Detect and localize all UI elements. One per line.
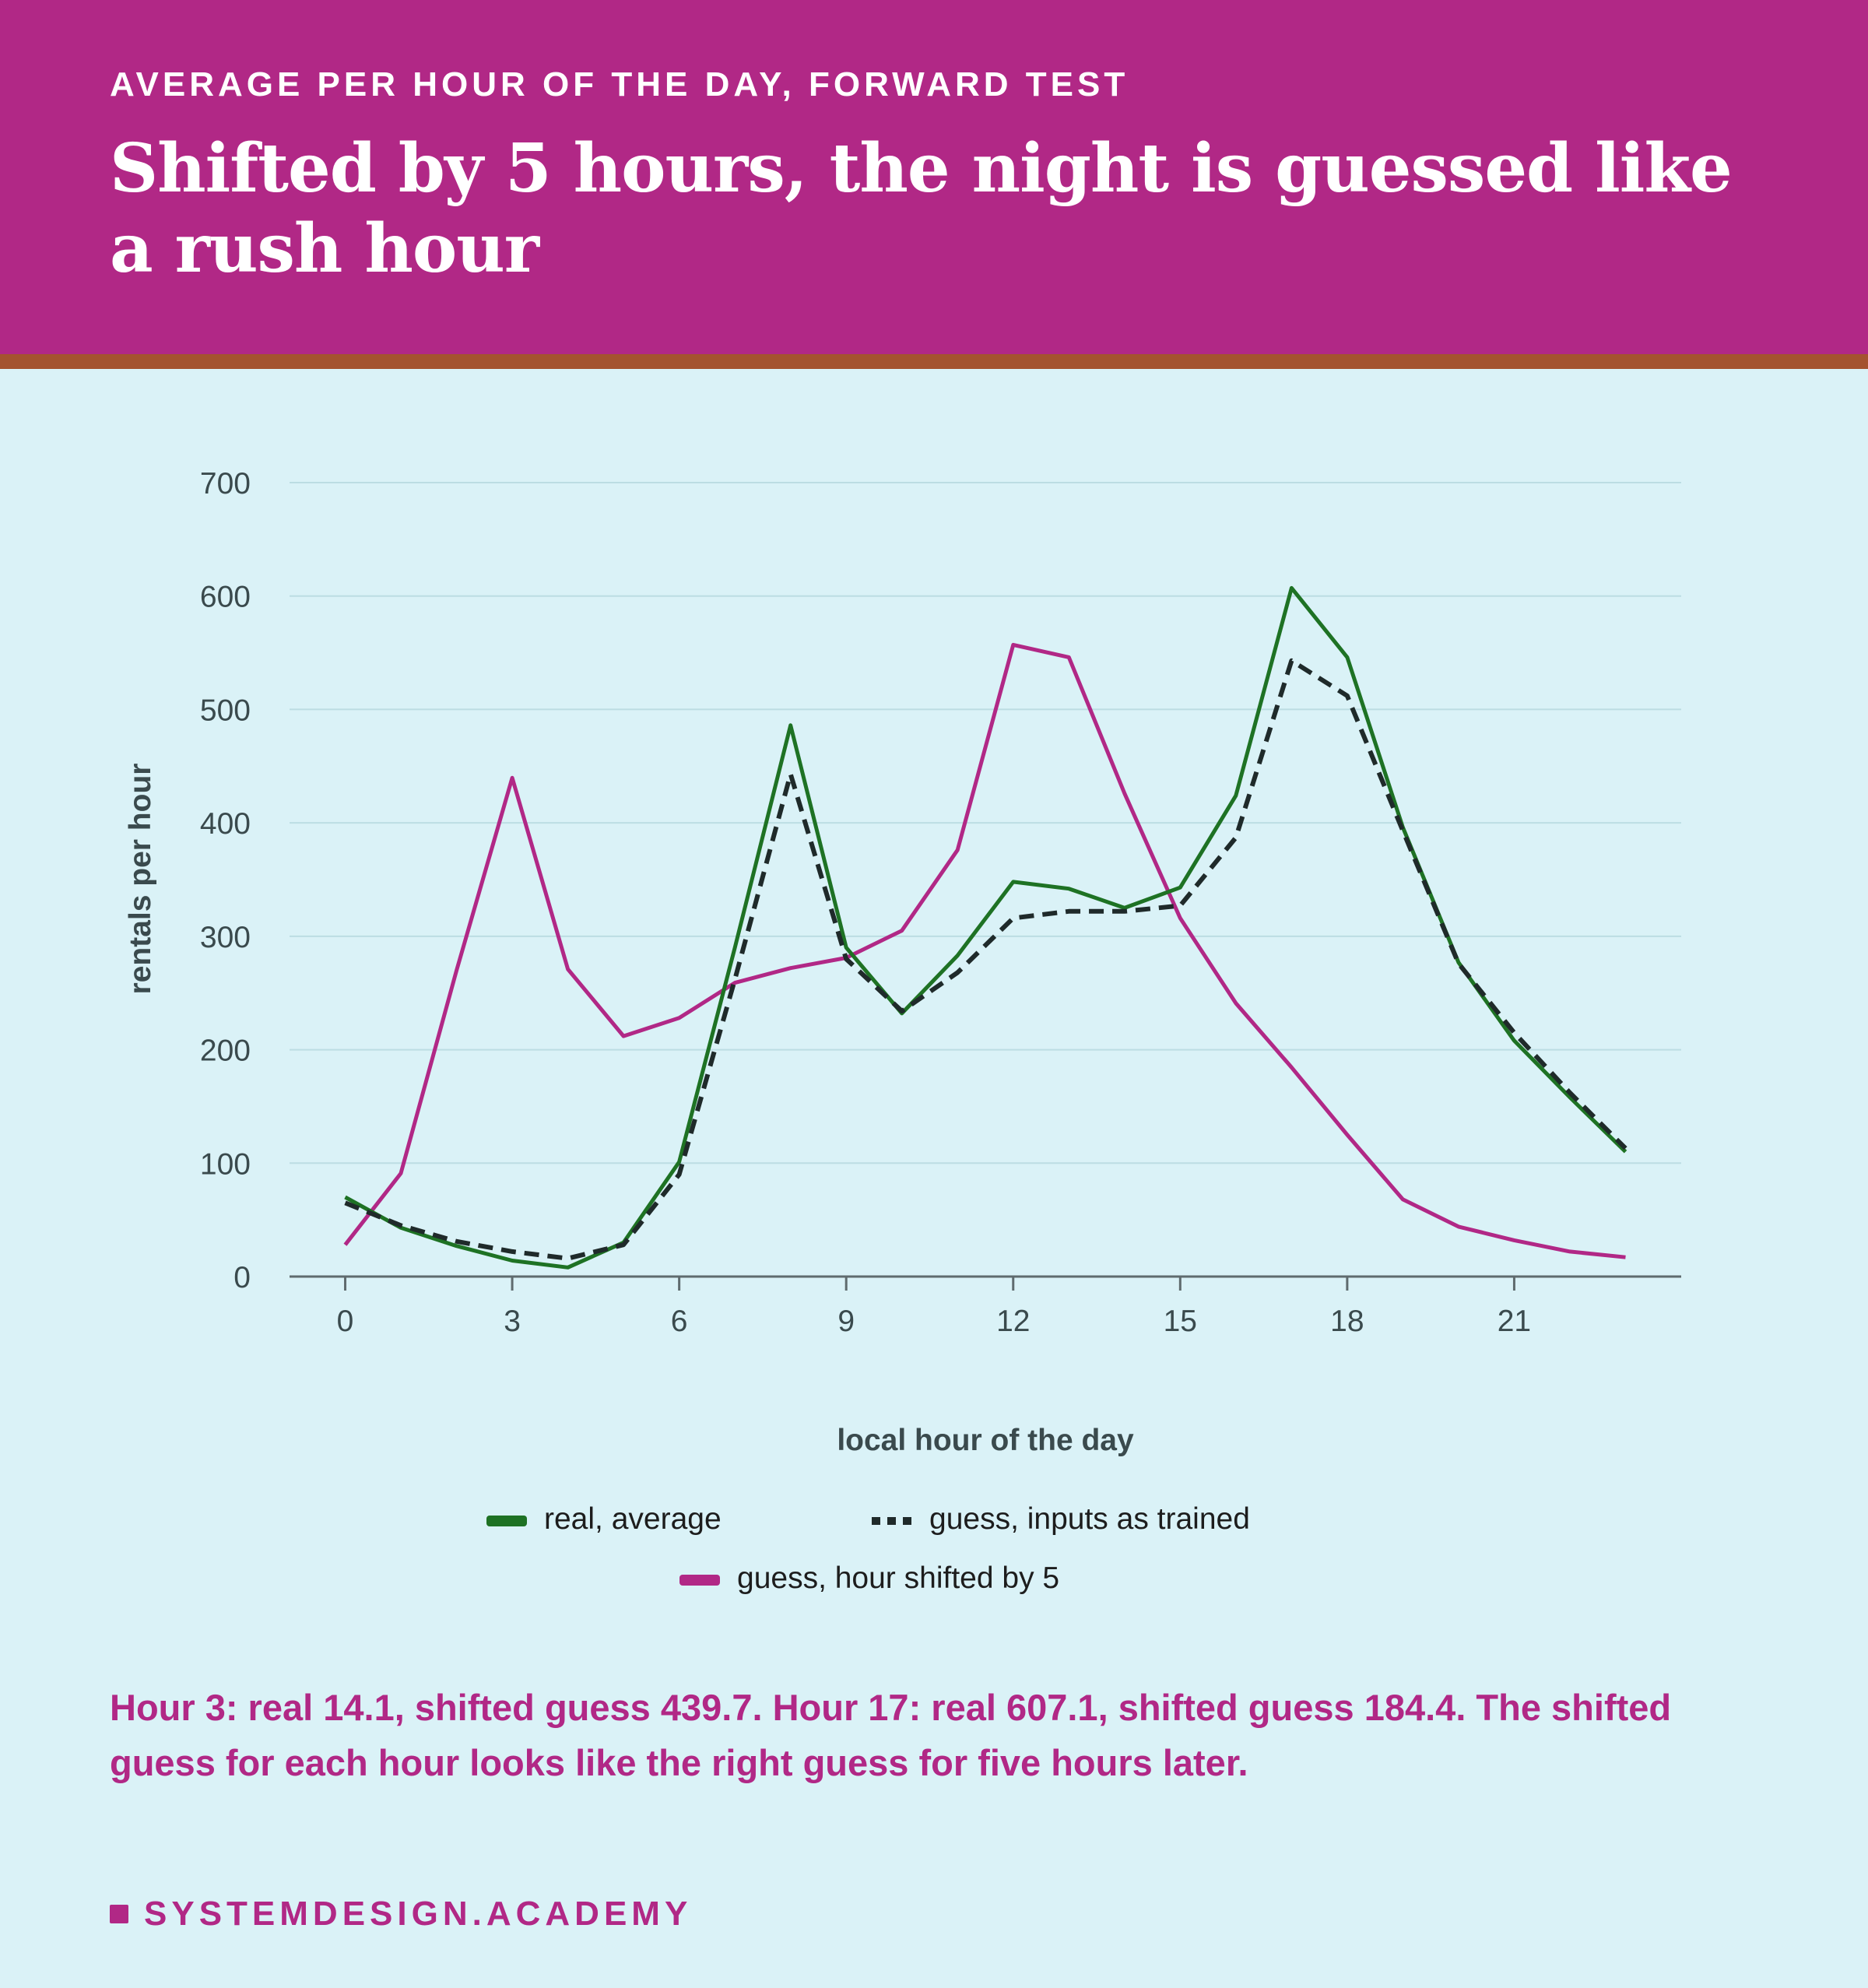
y-tick-label-500: 500 (200, 694, 251, 727)
brand-footer: SYSTEMDESIGN.ACADEMY (110, 1895, 692, 1934)
x-tick-label-18: 18 (1330, 1305, 1364, 1338)
header-band: AVERAGE PER HOUR OF THE DAY, FORWARD TES… (0, 0, 1868, 354)
brand-square-icon (110, 1905, 128, 1923)
series-line-guess-shifted (343, 642, 1626, 1259)
x-tick-label-15: 15 (1164, 1305, 1197, 1338)
chart-legend: real, average guess, inputs as trained g… (0, 1488, 1868, 1605)
legend-label-real: real, average (544, 1502, 722, 1536)
x-tick-label-9: 9 (837, 1305, 855, 1338)
legend-swatch-guess-shifted (679, 1561, 720, 1596)
y-tick-label-700: 700 (200, 467, 251, 501)
series-line-real (344, 585, 1627, 1270)
x-tick-label-6: 6 (671, 1305, 688, 1338)
series-line-guess-trained (344, 658, 1627, 1261)
legend-item-guess-trained: guess, inputs as trained (872, 1502, 1250, 1537)
y-axis-label: rentals per hour (124, 764, 157, 995)
chart-annotation: Hour 3: real 14.1, shifted guess 439.7. … (110, 1687, 1672, 1783)
chart-kicker: AVERAGE PER HOUR OF THE DAY, FORWARD TES… (110, 65, 1129, 104)
x-tick-label-21: 21 (1498, 1305, 1531, 1338)
x-tick-label-0: 0 (337, 1305, 354, 1338)
series-lines (343, 585, 1627, 1270)
y-tick-label-600: 600 (200, 581, 251, 614)
grid-lines (290, 482, 1681, 1164)
y-tick-label-100: 100 (200, 1147, 251, 1181)
legend-label-guess-trained: guess, inputs as trained (929, 1502, 1250, 1536)
legend-swatch-real (486, 1502, 527, 1537)
brand-label: SYSTEMDESIGN.ACADEMY (144, 1895, 693, 1933)
chart-title: Shifted by 5 hours, the night is guessed… (110, 129, 1733, 288)
x-tick-label-12: 12 (996, 1305, 1030, 1338)
axes: 0 100 200 300 400 500 600 700 0 3 6 9 12 15 18 21 (200, 467, 1681, 1338)
header-divider (0, 354, 1868, 369)
y-tick-label-200: 200 (200, 1034, 251, 1068)
legend-label-guess-shifted: guess, hour shifted by 5 (737, 1561, 1060, 1595)
x-axis-label: local hour of the day (837, 1424, 1134, 1457)
y-tick-label-400: 400 (200, 807, 251, 841)
x-tick-label-3: 3 (504, 1305, 521, 1338)
legend-swatch-guess-trained (872, 1502, 912, 1537)
y-tick-label-300: 300 (200, 921, 251, 954)
y-tick-label-0: 0 (234, 1261, 251, 1294)
legend-item-guess-shifted: guess, hour shifted by 5 (679, 1561, 1059, 1596)
line-chart: 0 100 200 300 400 500 600 700 0 3 6 9 12 15 18 21 local… (124, 467, 1681, 1457)
legend-item-real: real, average (486, 1502, 722, 1537)
